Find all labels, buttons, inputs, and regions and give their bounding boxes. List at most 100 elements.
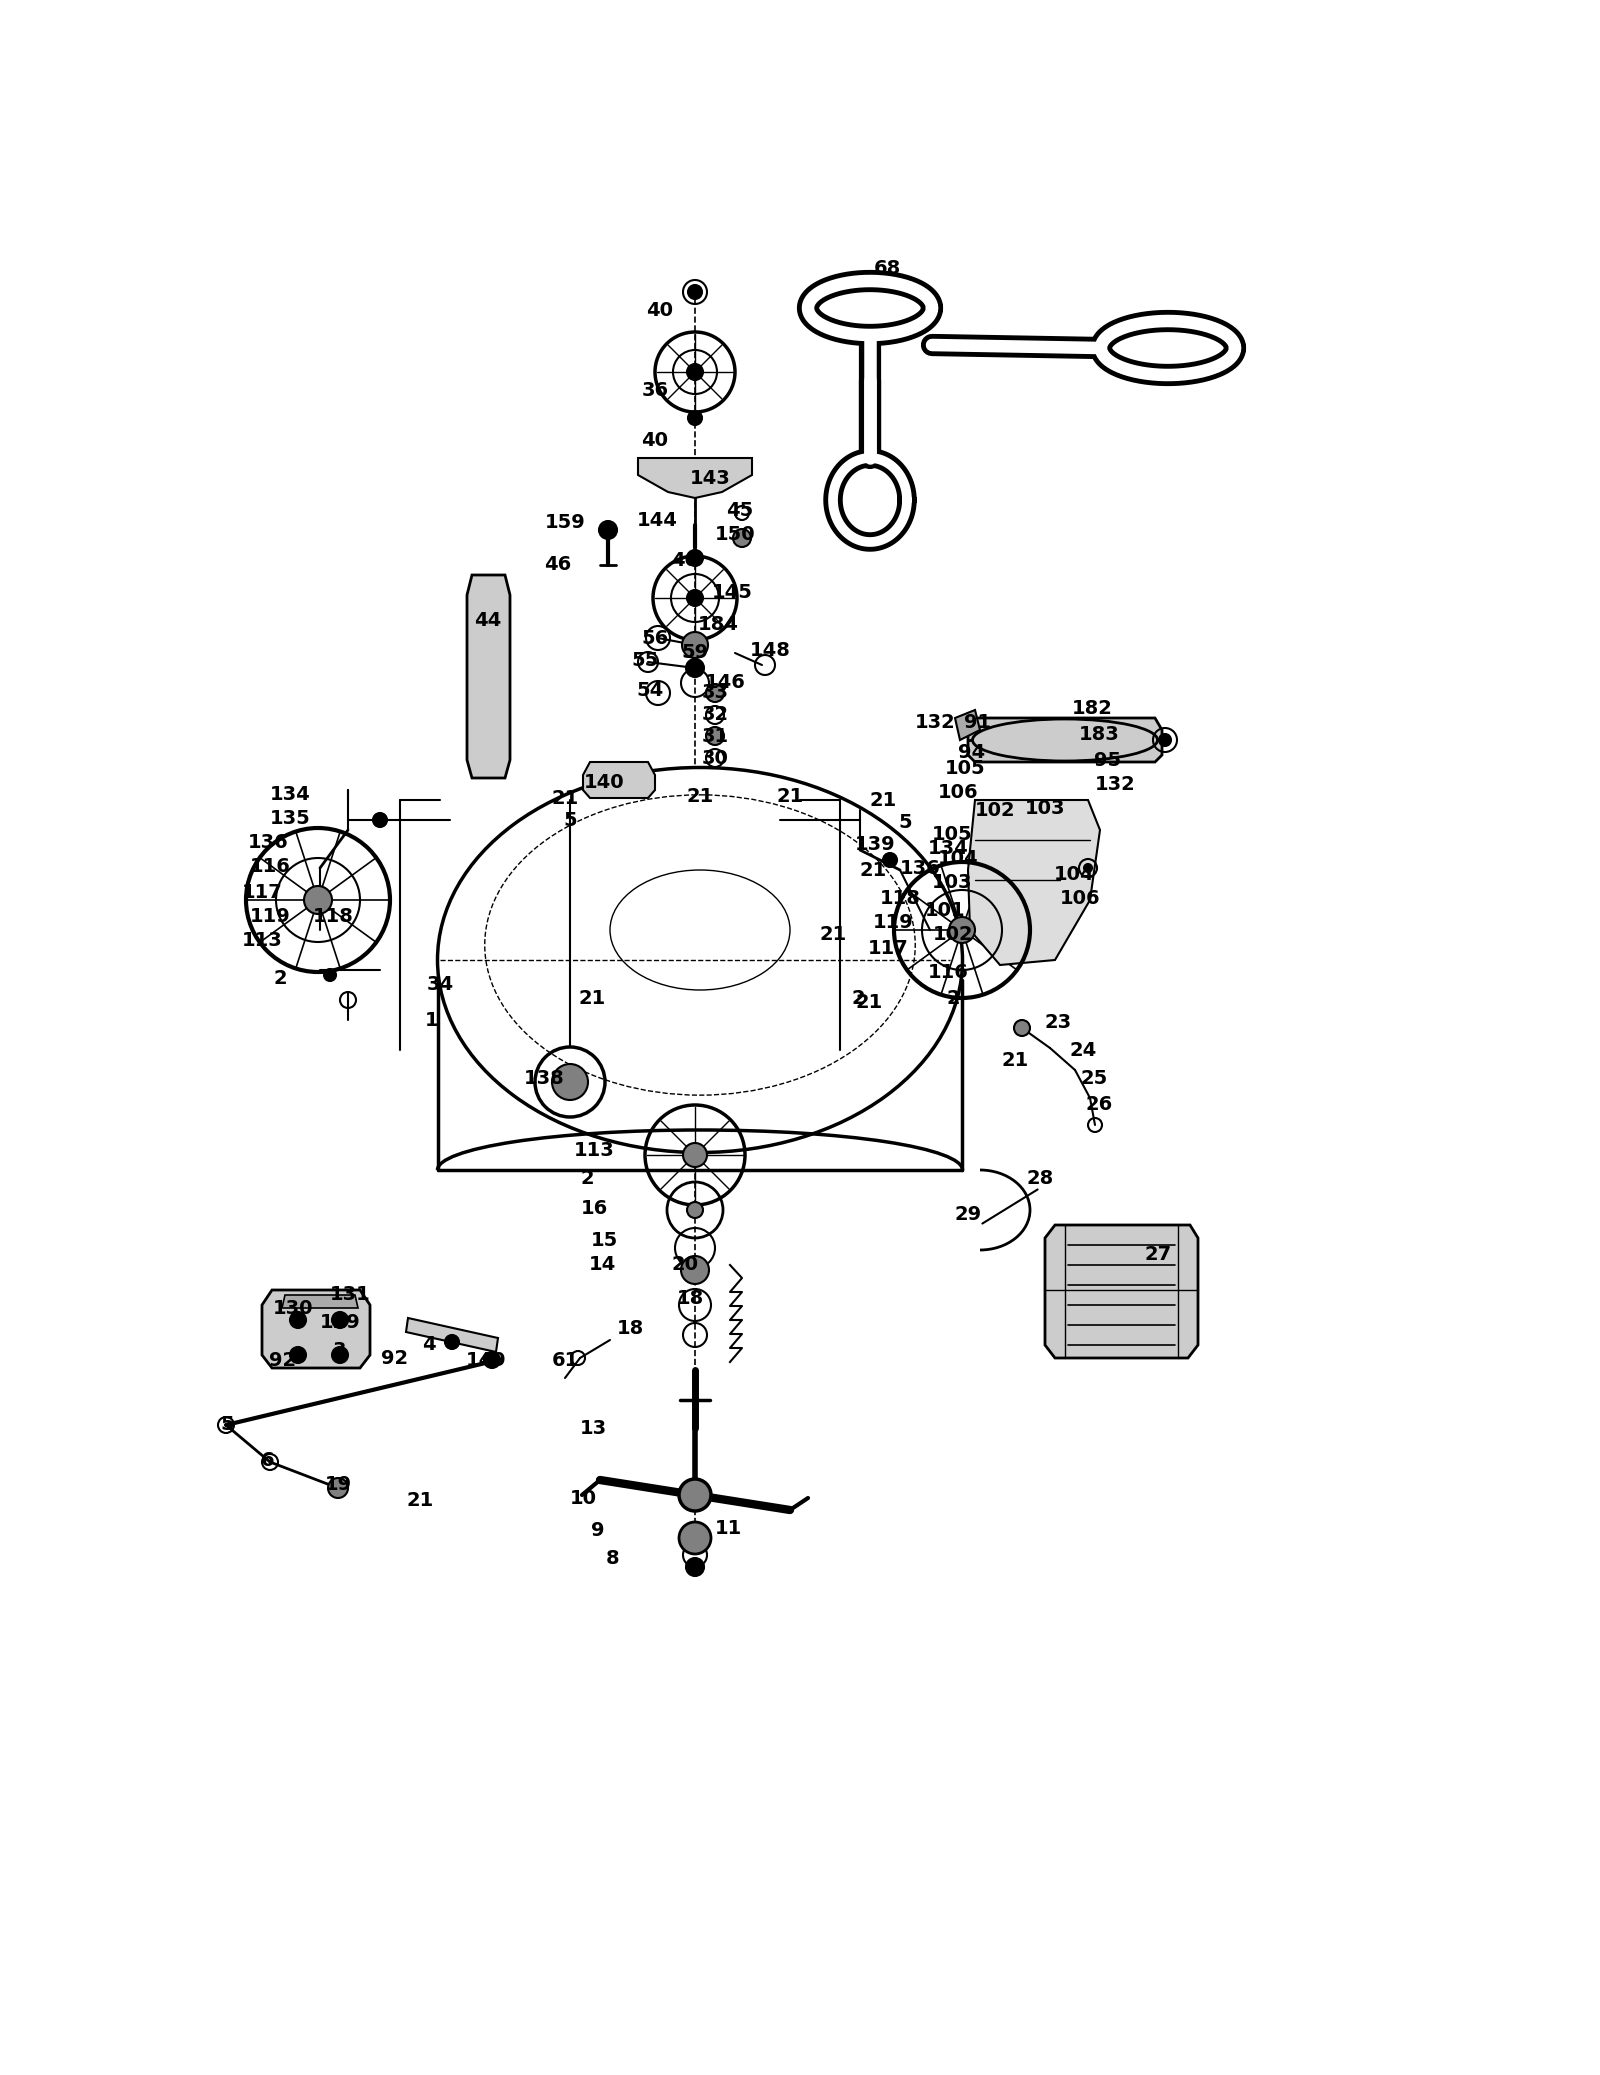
Text: 92: 92	[269, 1351, 296, 1370]
Text: 184: 184	[698, 616, 739, 635]
Text: 28: 28	[1026, 1168, 1054, 1187]
Text: 1: 1	[426, 1011, 438, 1029]
Text: 104: 104	[938, 849, 978, 867]
Polygon shape	[282, 1295, 358, 1307]
Text: 140: 140	[584, 772, 624, 791]
Text: 94: 94	[958, 743, 986, 762]
Text: 95: 95	[1094, 751, 1122, 770]
Text: 36: 36	[642, 380, 669, 400]
Text: 103: 103	[1024, 799, 1066, 818]
Text: 132: 132	[1094, 776, 1136, 795]
Text: 2: 2	[581, 1168, 594, 1187]
Circle shape	[678, 1521, 710, 1554]
Text: 21: 21	[552, 788, 579, 807]
Text: 40: 40	[672, 550, 699, 569]
Circle shape	[678, 1479, 710, 1511]
Text: 26: 26	[1085, 1096, 1112, 1114]
Text: 11: 11	[714, 1519, 742, 1538]
Text: 2: 2	[946, 988, 960, 1008]
Text: 118: 118	[312, 907, 354, 925]
Text: 40: 40	[642, 430, 669, 450]
Text: 116: 116	[928, 963, 968, 981]
Text: 21: 21	[859, 861, 886, 880]
Text: 113: 113	[242, 930, 282, 950]
Text: 46: 46	[544, 556, 571, 575]
Text: 138: 138	[523, 1069, 565, 1087]
Text: 55: 55	[632, 649, 659, 670]
Text: 4: 4	[422, 1336, 435, 1355]
Polygon shape	[638, 459, 752, 498]
Circle shape	[682, 633, 707, 658]
Text: 8: 8	[606, 1548, 619, 1567]
Text: 20: 20	[672, 1255, 699, 1274]
Circle shape	[686, 1558, 704, 1577]
Circle shape	[1014, 1021, 1030, 1035]
Text: 40: 40	[646, 301, 674, 320]
Text: 106: 106	[1059, 888, 1101, 907]
Circle shape	[686, 1201, 702, 1218]
Circle shape	[682, 1255, 709, 1284]
Text: 45: 45	[726, 500, 754, 519]
Text: 118: 118	[880, 888, 920, 907]
Text: 134: 134	[928, 838, 968, 857]
Text: 117: 117	[867, 938, 909, 957]
Circle shape	[688, 284, 702, 299]
Text: 56: 56	[642, 629, 669, 647]
Text: 30: 30	[701, 749, 728, 768]
Text: 102: 102	[974, 801, 1016, 820]
Circle shape	[686, 550, 702, 566]
Text: 2: 2	[851, 988, 866, 1008]
Polygon shape	[968, 718, 1162, 762]
Text: 150: 150	[715, 525, 755, 544]
Text: 5: 5	[221, 1415, 234, 1434]
Polygon shape	[968, 801, 1101, 965]
Text: 13: 13	[579, 1419, 606, 1438]
Text: 139: 139	[854, 836, 896, 855]
Text: 146: 146	[704, 672, 746, 691]
Text: 21: 21	[406, 1490, 434, 1509]
Text: 132: 132	[915, 712, 955, 732]
Text: 103: 103	[931, 872, 973, 892]
Circle shape	[290, 1347, 306, 1363]
Polygon shape	[1045, 1224, 1198, 1357]
Circle shape	[683, 1143, 707, 1166]
Circle shape	[333, 1311, 349, 1328]
Ellipse shape	[437, 768, 963, 1152]
Circle shape	[373, 813, 387, 828]
Text: 2: 2	[274, 969, 286, 988]
Circle shape	[706, 726, 723, 745]
Circle shape	[290, 1311, 306, 1328]
Circle shape	[598, 521, 618, 540]
Circle shape	[706, 685, 723, 701]
Text: 105: 105	[944, 759, 986, 778]
Text: 131: 131	[330, 1286, 370, 1305]
Text: 119: 119	[250, 907, 290, 925]
Text: 119: 119	[872, 913, 914, 932]
Circle shape	[686, 589, 702, 606]
Text: 44: 44	[474, 610, 502, 629]
Text: 135: 135	[270, 809, 310, 828]
Text: 5: 5	[563, 811, 578, 830]
Text: 34: 34	[427, 975, 453, 994]
Text: 21: 21	[776, 788, 803, 807]
Text: 91: 91	[965, 712, 992, 732]
Text: 136: 136	[248, 834, 288, 853]
Text: 117: 117	[242, 884, 282, 903]
Text: 183: 183	[1078, 726, 1120, 745]
Circle shape	[1158, 735, 1171, 747]
Circle shape	[686, 660, 704, 676]
Circle shape	[483, 1353, 499, 1367]
Text: 18: 18	[677, 1289, 704, 1307]
Ellipse shape	[973, 720, 1157, 762]
Text: 14: 14	[589, 1255, 616, 1274]
Text: 21: 21	[686, 788, 714, 807]
Text: 92: 92	[381, 1349, 408, 1367]
Text: 143: 143	[690, 469, 730, 488]
Circle shape	[1085, 863, 1091, 871]
Text: 15: 15	[590, 1230, 618, 1249]
Polygon shape	[955, 710, 979, 741]
Circle shape	[328, 1477, 349, 1498]
Text: 3: 3	[333, 1340, 346, 1359]
Text: 130: 130	[272, 1299, 314, 1318]
Text: 136: 136	[899, 859, 941, 878]
